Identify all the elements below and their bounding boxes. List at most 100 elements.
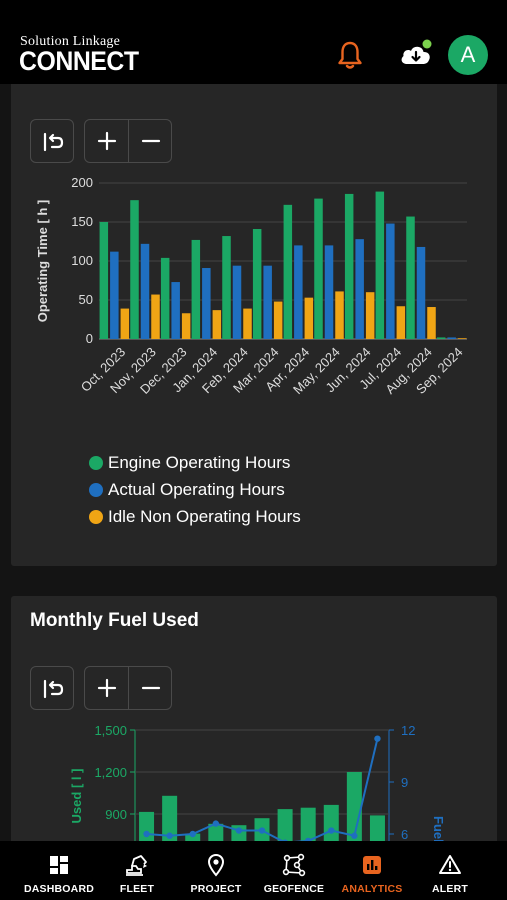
bar-idle-non-operating-hours: [335, 291, 344, 339]
avatar[interactable]: A: [448, 35, 488, 75]
right-tick-label: 6: [401, 827, 408, 842]
legend-engine-label: Engine Operating Hours: [108, 453, 291, 472]
nav-analytics-label: ANALYTICS: [341, 883, 403, 895]
bar-engine-operating-hours: [283, 204, 293, 339]
reset-zoom-button[interactable]: [30, 119, 74, 163]
bar-engine-operating-hours: [222, 236, 231, 339]
fuel-bar: [162, 795, 178, 856]
divider: [128, 120, 129, 162]
bell-icon[interactable]: [336, 40, 364, 70]
divider: [128, 667, 129, 709]
nav-analytics[interactable]: ANALYTICS: [340, 841, 404, 900]
bar-idle-non-operating-hours: [273, 301, 283, 339]
bar-idle-non-operating-hours: [304, 297, 314, 339]
bar-engine-operating-hours: [314, 198, 323, 339]
excavator-icon: [126, 855, 147, 876]
bar-actual-operating-hours: [110, 251, 119, 339]
y-tick-label: 200: [71, 175, 93, 190]
fuel-consumption-point: [189, 830, 196, 838]
reset-zoom-icon: [43, 132, 64, 152]
alert-triangle-icon: [439, 855, 461, 874]
dashboard-icon: [50, 856, 68, 874]
fuel-consumption-point: [374, 735, 381, 742]
bar-engine-operating-hours: [406, 216, 415, 339]
bar-idle-non-operating-hours: [120, 308, 130, 339]
bar-idle-non-operating-hours: [365, 292, 375, 339]
nav-project-label: PROJECT: [190, 883, 242, 895]
zoom-controls: [84, 119, 172, 163]
cloud-download-icon[interactable]: [398, 38, 434, 70]
legend-engine-dot: [89, 456, 103, 470]
bar-actual-operating-hours: [324, 245, 334, 339]
fuel-consumption-point: [235, 827, 243, 834]
nav-dashboard[interactable]: DASHBOARD: [24, 841, 94, 900]
minus-icon: [141, 139, 161, 143]
y-tick-label: 100: [71, 253, 93, 268]
legend-idle-dot: [89, 510, 103, 524]
legend-engine[interactable]: Engine Operating Hours: [89, 453, 290, 473]
legend-actual[interactable]: Actual Operating Hours: [89, 480, 285, 500]
left-tick-label: 900: [105, 807, 127, 822]
bar-engine-operating-hours: [191, 239, 201, 339]
nav-dashboard-label: DASHBOARD: [23, 883, 95, 895]
fuel-zoom-in-button[interactable]: [85, 667, 129, 709]
bar-engine-operating-hours: [160, 257, 170, 339]
bar-actual-operating-hours: [202, 268, 211, 339]
legend-actual-label: Actual Operating Hours: [108, 480, 285, 499]
bar-idle-non-operating-hours: [457, 338, 467, 339]
nav-geofence[interactable]: GEOFENCE: [262, 841, 326, 900]
legend-idle[interactable]: Idle Non Operating Hours: [89, 507, 301, 527]
bar-actual-operating-hours: [294, 245, 303, 339]
monthly-fuel-card: Monthly Fuel Used 1,500 1,200 900 12 9 6 Used …: [11, 596, 497, 856]
bar-engine-operating-hours: [344, 193, 354, 339]
minus-icon: [141, 686, 161, 690]
nav-geofence-label: GEOFENCE: [263, 883, 325, 895]
nav-alert[interactable]: ALERT: [426, 841, 474, 900]
bar-actual-operating-hours: [171, 282, 180, 339]
bar-idle-non-operating-hours: [212, 310, 222, 339]
left-tick-label: 1,500: [94, 723, 127, 738]
bar-actual-operating-hours: [447, 337, 456, 339]
bar-idle-non-operating-hours: [181, 313, 191, 339]
right-tick-label: 9: [401, 775, 408, 790]
bar-idle-non-operating-hours: [151, 294, 160, 339]
right-tick-label: 12: [401, 723, 415, 738]
nav-fleet[interactable]: FLEET: [112, 841, 162, 900]
fuel-consumption-point: [166, 832, 173, 839]
bar-engine-operating-hours: [130, 200, 139, 339]
nav-fleet-label: FLEET: [119, 883, 155, 895]
bar-actual-operating-hours: [386, 223, 395, 339]
bar-actual-operating-hours: [416, 246, 426, 339]
bar-idle-non-operating-hours: [427, 307, 436, 339]
bar-engine-operating-hours: [436, 337, 446, 339]
y-tick-label: 150: [71, 214, 93, 229]
bar-actual-operating-hours: [232, 265, 242, 339]
nav-alert-label: ALERT: [432, 883, 468, 895]
bar-actual-operating-hours: [140, 243, 150, 339]
app-header: Solution Linkage CONNECT A: [0, 0, 507, 84]
left-axis-label: Used [ l ]: [69, 769, 84, 824]
bar-idle-non-operating-hours: [243, 308, 252, 339]
legend-actual-dot: [89, 483, 103, 497]
bar-actual-operating-hours: [355, 239, 364, 339]
fuel-zoom-out-button[interactable]: [129, 667, 173, 709]
zoom-out-button[interactable]: [129, 120, 173, 162]
zoom-in-button[interactable]: [85, 120, 129, 162]
fuel-consumption-point: [212, 820, 220, 827]
avatar-letter: A: [460, 42, 476, 67]
logo-subtitle: Solution Linkage: [20, 34, 121, 49]
y-tick-label: 0: [86, 331, 93, 346]
bar-idle-non-operating-hours: [396, 306, 406, 339]
fuel-zoom-controls: [84, 666, 172, 710]
y-axis-label: Operating Time [ h ]: [35, 200, 50, 323]
sync-status-dot: [422, 39, 432, 49]
map-pin-icon: [207, 853, 225, 877]
fuel-consumption-point: [143, 830, 150, 838]
fuel-reset-zoom-button[interactable]: [30, 666, 74, 710]
nav-project[interactable]: PROJECT: [186, 841, 246, 900]
geofence-icon: [282, 853, 306, 877]
logo-title: CONNECT: [19, 46, 139, 76]
left-tick-label: 1,200: [94, 765, 127, 780]
reset-zoom-icon: [43, 679, 64, 699]
